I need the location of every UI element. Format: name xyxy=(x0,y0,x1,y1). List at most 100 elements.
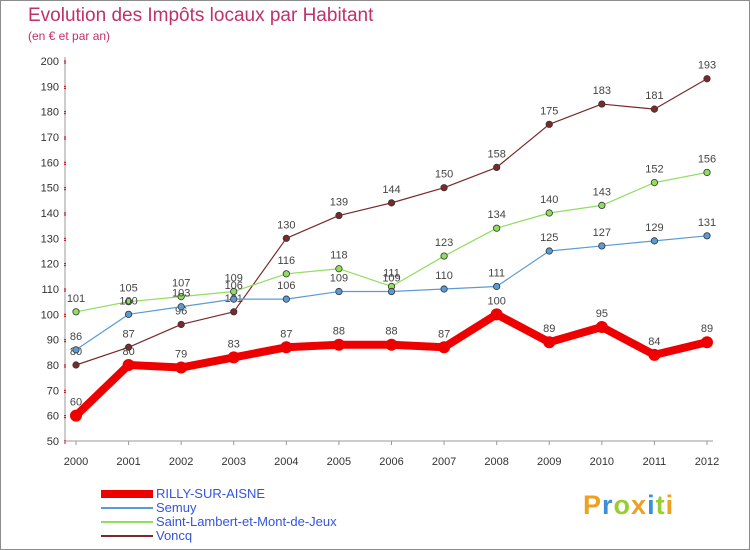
y-tick-label: 60 xyxy=(47,411,59,423)
data-label: 158 xyxy=(487,148,505,160)
data-point xyxy=(175,361,188,374)
data-label: 109 xyxy=(382,273,400,285)
data-label: 87 xyxy=(438,328,450,340)
data-label: 105 xyxy=(119,283,137,295)
data-point xyxy=(387,287,396,296)
y-tick-label: 70 xyxy=(47,385,59,397)
data-point xyxy=(545,247,553,255)
data-point xyxy=(440,252,448,260)
data-label: 79 xyxy=(175,349,187,361)
logo-letter: i xyxy=(665,490,675,520)
y-tick-label: 100 xyxy=(41,309,59,321)
data-label: 109 xyxy=(330,273,348,285)
data-point xyxy=(387,199,396,207)
data-point xyxy=(598,100,606,108)
data-label: 134 xyxy=(487,209,505,221)
data-point xyxy=(385,338,398,351)
data-label: 130 xyxy=(277,219,295,231)
data-label: 60 xyxy=(70,397,82,409)
data-point xyxy=(72,346,80,354)
data-point xyxy=(335,211,343,220)
data-label: 116 xyxy=(278,255,296,267)
data-point xyxy=(703,232,711,240)
data-label: 143 xyxy=(593,186,611,198)
data-label: 86 xyxy=(70,331,82,343)
data-point xyxy=(230,287,238,296)
legend-label: Voncq xyxy=(156,528,193,543)
x-tick-label: 2005 xyxy=(327,456,351,468)
chart-subtitle: (en € et par an) xyxy=(28,29,111,43)
x-tick-label: 2012 xyxy=(695,456,719,468)
data-label: 111 xyxy=(488,267,505,279)
logo-letter: x xyxy=(631,490,648,520)
y-tick-label: 190 xyxy=(41,81,59,93)
logo-letter: r xyxy=(602,490,614,520)
data-label: 87 xyxy=(280,328,292,340)
data-label: 127 xyxy=(593,227,611,239)
data-point xyxy=(335,287,343,296)
data-point xyxy=(227,351,240,364)
y-tick-label: 120 xyxy=(41,259,59,271)
data-point xyxy=(230,308,238,316)
data-point xyxy=(493,282,501,291)
data-point xyxy=(440,285,448,293)
legend-label: Semuy xyxy=(156,500,197,515)
data-point xyxy=(493,163,501,171)
data-label: 183 xyxy=(593,85,611,97)
x-tick-label: 2002 xyxy=(169,456,193,468)
data-label: 175 xyxy=(540,105,558,117)
proxiti-logo: Proxiti xyxy=(583,490,674,521)
y-tick-label: 130 xyxy=(41,233,59,245)
data-point xyxy=(438,341,451,354)
y-tick-label: 180 xyxy=(41,107,59,119)
logo-letter: o xyxy=(613,490,632,520)
data-point xyxy=(280,341,293,354)
y-tick-label: 160 xyxy=(41,157,59,169)
data-point xyxy=(598,242,606,250)
data-label: 107 xyxy=(172,278,190,290)
y-tick-label: 90 xyxy=(47,335,59,347)
data-point xyxy=(72,361,80,369)
data-point xyxy=(650,179,659,187)
data-label: 123 xyxy=(435,237,453,249)
y-tick-label: 200 xyxy=(41,56,59,68)
data-point xyxy=(545,120,553,128)
data-point xyxy=(440,184,448,192)
y-tick-label: 50 xyxy=(47,436,59,448)
data-label: 103 xyxy=(172,288,190,300)
data-point xyxy=(282,234,290,242)
data-point xyxy=(595,321,608,333)
data-label: 140 xyxy=(540,194,558,206)
data-point xyxy=(703,168,711,177)
data-label: 111 xyxy=(383,267,400,279)
data-point xyxy=(124,343,133,351)
legend-swatch xyxy=(101,535,153,537)
data-point xyxy=(332,338,345,351)
y-tick-label: 80 xyxy=(47,360,59,372)
y-tick-label: 150 xyxy=(41,183,59,195)
data-label: 129 xyxy=(645,222,663,234)
data-point xyxy=(124,298,133,306)
data-point xyxy=(177,320,185,329)
x-tick-label: 2009 xyxy=(537,456,561,468)
data-point xyxy=(650,237,659,245)
data-label: 83 xyxy=(228,338,240,350)
data-point xyxy=(701,336,713,349)
data-point xyxy=(493,224,501,232)
y-tick-label: 140 xyxy=(41,208,59,220)
data-label: 84 xyxy=(648,336,660,348)
data-point xyxy=(490,308,503,321)
x-tick-label: 2000 xyxy=(64,456,88,468)
data-point xyxy=(72,308,80,316)
data-point xyxy=(282,270,290,278)
data-point xyxy=(703,75,711,83)
data-label: 101 xyxy=(67,293,85,305)
data-point xyxy=(122,359,135,371)
data-label: 156 xyxy=(698,153,716,165)
x-tick-label: 2001 xyxy=(116,456,140,468)
data-label: 181 xyxy=(645,90,663,102)
data-point xyxy=(282,295,290,303)
y-tick-label: 170 xyxy=(41,132,59,144)
